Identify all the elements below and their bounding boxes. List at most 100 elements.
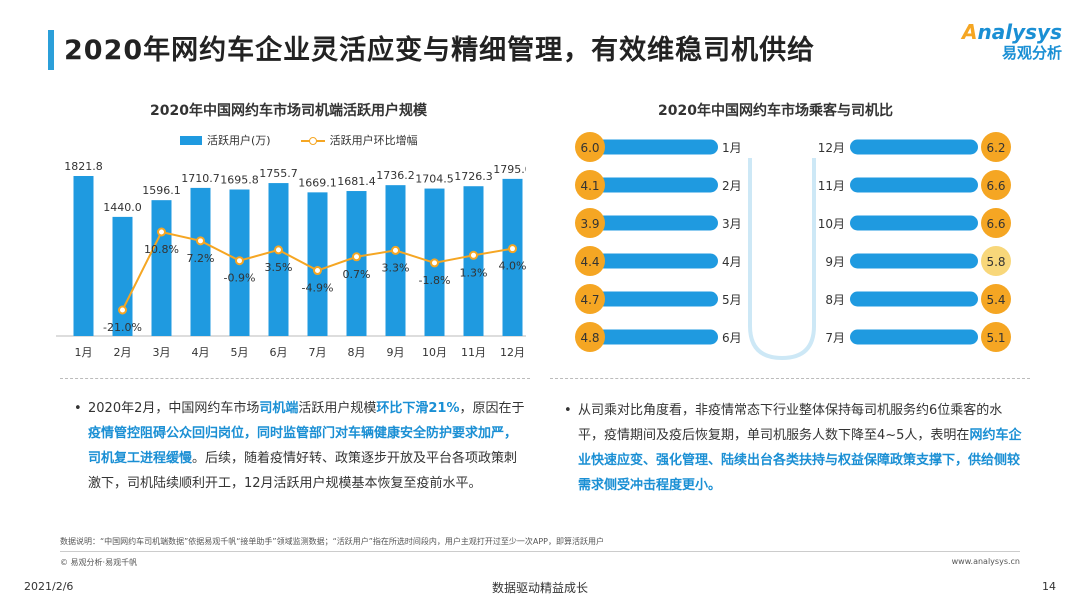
bar-value-label: 1669.1 <box>298 176 337 189</box>
growth-label: 3.3% <box>382 261 410 274</box>
ratio-badge-7月 <box>981 322 1011 352</box>
month-label: 2月 <box>722 179 742 193</box>
logo-english: Analysys <box>962 20 1062 44</box>
legend-line-label: 活跃用户环比增幅 <box>329 134 418 147</box>
bar-12月 <box>502 178 523 336</box>
month-label: 7月 <box>825 331 845 345</box>
growth-point <box>118 305 127 315</box>
growth-point <box>235 256 244 266</box>
bar-value-label: 1736.2 <box>376 169 415 182</box>
bar-3月 <box>151 200 172 336</box>
ratio-value-label: 6.6 <box>986 217 1005 231</box>
bar-value-label: 1710.7 <box>181 172 220 185</box>
left-bullet-text: • 2020年2月，中国网约车市场司机端活跃用户规模环比下滑21%，原因在于疫情管… <box>74 396 528 496</box>
growth-point <box>391 245 400 255</box>
page-title: 2020年网约车企业灵活应变与精细管理，有效维稳司机供给 <box>64 35 816 66</box>
month-label: 1月 <box>722 141 742 155</box>
growth-label: -1.8% <box>419 274 451 287</box>
ratio-bar-5月 <box>588 291 718 307</box>
month-label: 12月 <box>818 141 845 155</box>
growth-label: 3.5% <box>265 261 293 274</box>
ratio-badge-1月 <box>575 132 605 162</box>
logo-chinese: 易观分析 <box>1001 44 1062 62</box>
right-bullet-text: • 从司乘对比角度看，非疫情常态下行业整体保持每司机服务约6位乘客的水平，疫情期间… <box>564 398 1023 498</box>
ratio-value-label: 4.1 <box>580 179 599 193</box>
ratio-bar-7月 <box>850 329 978 345</box>
month-label: 8月 <box>825 293 845 307</box>
ratio-bar-2月 <box>588 177 718 193</box>
month-label: 10月 <box>818 217 845 231</box>
x-tick-label: 3月 <box>153 346 171 359</box>
month-label: 6月 <box>722 331 742 345</box>
ratio-value-label: 5.4 <box>986 293 1005 307</box>
x-tick-label: 8月 <box>348 346 366 359</box>
ratio-bar-11月 <box>850 177 978 193</box>
growth-point <box>352 252 361 262</box>
growth-point <box>196 236 205 246</box>
growth-point <box>274 245 283 255</box>
legend-line-swatch <box>300 136 325 145</box>
ratio-value-label: 4.8 <box>580 331 599 345</box>
logo-mark: A <box>962 20 978 44</box>
left-chart-title: 2020年中国网约车市场司机端活跃用户规模 <box>150 103 427 119</box>
ratio-badge-11月 <box>981 170 1011 200</box>
month-label: 3月 <box>722 217 742 231</box>
ratio-bar-1月 <box>588 139 718 155</box>
month-label: 5月 <box>722 293 742 307</box>
ratio-bar-8月 <box>850 291 978 307</box>
growth-label: -4.9% <box>302 282 334 295</box>
month-label: 11月 <box>818 179 845 193</box>
bar-value-label: 1704.5 <box>415 173 454 186</box>
legend-item-bar: 活跃用户(万) <box>180 132 271 148</box>
growth-point <box>313 266 322 276</box>
x-tick-label: 12月 <box>500 346 525 359</box>
growth-label: 10.8% <box>144 243 179 256</box>
copyright-text: © 易观分析·易观千帆 <box>60 558 138 567</box>
bar-9月 <box>385 185 406 336</box>
bar-value-label: 1821.8 <box>64 160 103 173</box>
bar-7月 <box>307 192 328 336</box>
page-number: 14 <box>1042 580 1056 593</box>
growth-label: 7.2% <box>187 252 215 265</box>
ratio-value-label: 5.1 <box>986 331 1005 345</box>
bar-value-label: 1795.0 <box>493 163 526 176</box>
right-chart-title: 2020年中国网约车市场乘客与司机比 <box>658 103 893 119</box>
x-tick-label: 1月 <box>75 346 93 359</box>
u-connector <box>748 158 816 361</box>
ratio-bar-10月 <box>850 215 978 231</box>
growth-point <box>508 244 517 254</box>
x-tick-label: 7月 <box>309 346 327 359</box>
x-tick-label: 10月 <box>422 346 447 359</box>
growth-label: 0.7% <box>343 268 371 281</box>
data-source-note: 数据说明：“中国网约车司机端数据”依据易观千帆“接单助手”领域监测数据；“活跃用… <box>60 537 604 546</box>
x-tick-label: 2月 <box>114 346 132 359</box>
bullet-dot: • <box>564 403 572 418</box>
x-tick-label: 5月 <box>231 346 249 359</box>
bar-value-label: 1440.0 <box>103 201 142 214</box>
bar-1月 <box>73 176 94 336</box>
month-label: 9月 <box>825 255 845 269</box>
bar-value-label: 1726.3 <box>454 170 493 183</box>
growth-label: -0.9% <box>224 272 256 285</box>
legend-item-line: 活跃用户环比增幅 <box>300 132 418 148</box>
ratio-value-label: 5.8 <box>986 255 1005 269</box>
title-accent-bar <box>48 30 54 70</box>
bar-6月 <box>268 183 289 336</box>
bar-value-label: 1755.7 <box>259 167 298 180</box>
bullet-dot: • <box>74 401 82 416</box>
ratio-bar-4月 <box>588 253 718 269</box>
ratio-bar-6月 <box>588 329 718 345</box>
left-divider <box>60 378 530 379</box>
ratio-value-label: 4.4 <box>580 255 599 269</box>
x-tick-label: 4月 <box>192 346 210 359</box>
ratio-badge-3月 <box>575 208 605 238</box>
growth-point <box>157 227 166 237</box>
footer-divider <box>60 551 1020 552</box>
ratio-badge-8月 <box>981 284 1011 314</box>
growth-point <box>430 258 439 268</box>
legend-bar-label: 活跃用户(万) <box>207 134 271 147</box>
growth-point <box>469 250 478 260</box>
active-users-chart: 1821.8 1月 1440.0 2月 1596.1 3月 1710.7 4月 1695.8 5月… <box>56 160 526 359</box>
ratio-badge-5月 <box>575 284 605 314</box>
month-label: 4月 <box>722 255 742 269</box>
